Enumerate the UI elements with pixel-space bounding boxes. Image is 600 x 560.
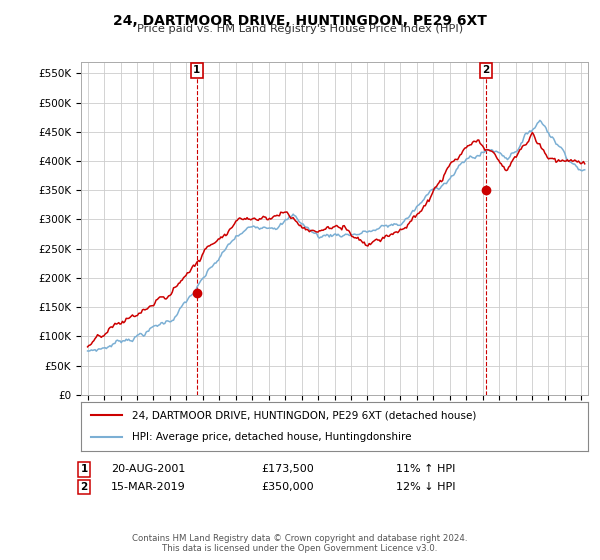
- Text: Price paid vs. HM Land Registry's House Price Index (HPI): Price paid vs. HM Land Registry's House …: [137, 24, 463, 34]
- Text: 12% ↓ HPI: 12% ↓ HPI: [396, 482, 455, 492]
- Text: 24, DARTMOOR DRIVE, HUNTINGDON, PE29 6XT (detached house): 24, DARTMOOR DRIVE, HUNTINGDON, PE29 6XT…: [132, 410, 476, 421]
- Text: £173,500: £173,500: [261, 464, 314, 474]
- Text: 15-MAR-2019: 15-MAR-2019: [111, 482, 186, 492]
- Text: 20-AUG-2001: 20-AUG-2001: [111, 464, 185, 474]
- Text: 2: 2: [80, 482, 88, 492]
- Text: 2: 2: [482, 66, 490, 76]
- Text: Contains HM Land Registry data © Crown copyright and database right 2024.
This d: Contains HM Land Registry data © Crown c…: [132, 534, 468, 553]
- Text: HPI: Average price, detached house, Huntingdonshire: HPI: Average price, detached house, Hunt…: [132, 432, 411, 442]
- Text: £350,000: £350,000: [261, 482, 314, 492]
- Text: 1: 1: [80, 464, 88, 474]
- Text: 24, DARTMOOR DRIVE, HUNTINGDON, PE29 6XT: 24, DARTMOOR DRIVE, HUNTINGDON, PE29 6XT: [113, 14, 487, 28]
- Text: 1: 1: [193, 66, 200, 76]
- Text: 11% ↑ HPI: 11% ↑ HPI: [396, 464, 455, 474]
